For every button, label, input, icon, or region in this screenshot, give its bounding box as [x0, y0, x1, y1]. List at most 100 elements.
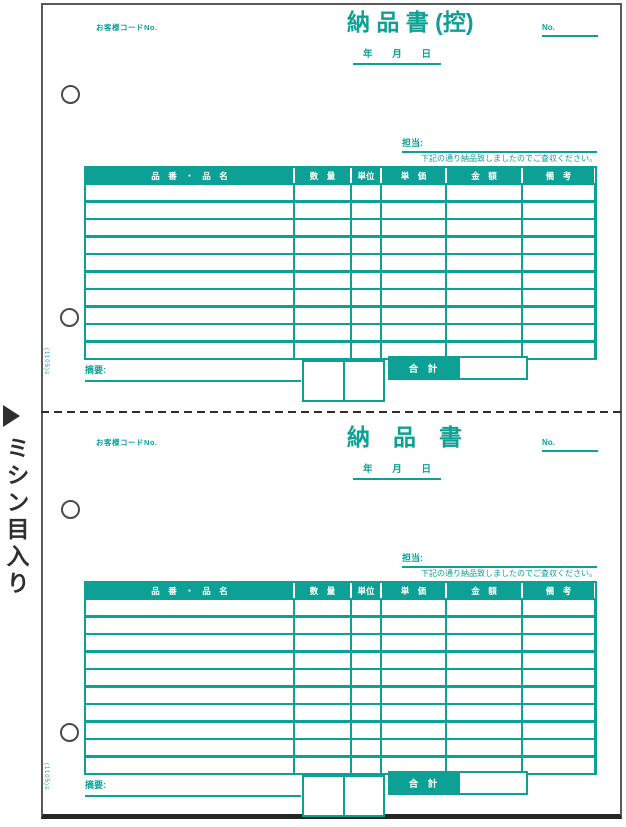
- cell-item-name: [86, 325, 293, 340]
- cell-amount: [447, 307, 521, 323]
- cell-amount: [447, 740, 521, 755]
- cell-amount: [447, 722, 521, 738]
- table-body: [86, 183, 595, 358]
- day-label: 日: [421, 464, 431, 475]
- cell-remarks: [523, 290, 594, 305]
- column-quantity: 数 量: [295, 583, 350, 598]
- cell-remarks: [523, 652, 594, 668]
- cell-quantity: [295, 185, 350, 200]
- column-remarks: 備 考: [523, 168, 594, 183]
- day-label: 日: [421, 49, 431, 60]
- table-row: [86, 740, 595, 755]
- stamp-cell: [304, 777, 343, 815]
- cell-remarks: [523, 272, 594, 288]
- table-row: [86, 342, 595, 358]
- cell-unit: [352, 342, 380, 358]
- month-label: 月: [392, 49, 402, 60]
- table-row: [86, 687, 595, 703]
- column-unit: 単位: [352, 583, 380, 598]
- punch-hole: [60, 308, 79, 327]
- cell-unit-price: [382, 687, 445, 703]
- cell-item-name: [86, 185, 293, 200]
- stamp-cell: [342, 777, 384, 815]
- total-label: 合 計: [388, 356, 458, 380]
- cell-unit: [352, 740, 380, 755]
- cell-unit: [352, 307, 380, 323]
- cell-amount: [447, 272, 521, 288]
- cell-amount: [447, 220, 521, 235]
- cell-quantity: [295, 290, 350, 305]
- slip-number-field: No.: [542, 438, 598, 452]
- table-row: [86, 600, 595, 615]
- cell-amount: [447, 202, 521, 218]
- cell-amount: [447, 687, 521, 703]
- cell-quantity: [295, 757, 350, 773]
- cell-item-name: [86, 255, 293, 270]
- cell-unit-price: [382, 670, 445, 685]
- stamp-box: [302, 775, 385, 817]
- cell-quantity: [295, 722, 350, 738]
- table-row: [86, 757, 595, 773]
- punch-hole: [61, 500, 80, 519]
- table-row: [86, 255, 595, 270]
- cell-unit-price: [382, 290, 445, 305]
- cell-unit-price: [382, 600, 445, 615]
- column-item-name: 品 番 ・ 品 名: [86, 583, 293, 598]
- cell-unit-price: [382, 342, 445, 358]
- cell-amount: [447, 255, 521, 270]
- cell-item-name: [86, 670, 293, 685]
- summary-field: 摘要:: [85, 778, 301, 797]
- cell-amount: [447, 705, 521, 720]
- cell-unit: [352, 600, 380, 615]
- cell-unit-price: [382, 202, 445, 218]
- form-title: 納 品 書 (控): [347, 9, 474, 35]
- cell-item-name: [86, 342, 293, 358]
- items-table: 品 番 ・ 品 名 数 量 単位 単 価 金 額 備 考: [84, 581, 597, 775]
- cell-amount: [447, 237, 521, 253]
- cell-amount: [447, 635, 521, 650]
- cell-quantity: [295, 325, 350, 340]
- cell-remarks: [523, 705, 594, 720]
- cell-remarks: [523, 237, 594, 253]
- total-amount-box: [458, 356, 528, 380]
- cell-unit: [352, 237, 380, 253]
- cell-unit: [352, 185, 380, 200]
- cell-quantity: [295, 617, 350, 633]
- table-row: [86, 635, 595, 650]
- cell-item-name: [86, 687, 293, 703]
- cell-item-name: [86, 757, 293, 773]
- cell-remarks: [523, 185, 594, 200]
- delivery-slip: お客様コードNo. 納 品 書 No. 年 月 日 担当: 下記の通り納品致しま…: [41, 418, 622, 827]
- column-quantity: 数 量: [295, 168, 350, 183]
- cell-quantity: [295, 202, 350, 218]
- cell-amount: [447, 617, 521, 633]
- cell-unit-price: [382, 757, 445, 773]
- cell-unit-price: [382, 185, 445, 200]
- cell-quantity: [295, 705, 350, 720]
- cell-unit-price: [382, 722, 445, 738]
- cell-remarks: [523, 635, 594, 650]
- cell-unit-price: [382, 325, 445, 340]
- cell-remarks: [523, 325, 594, 340]
- cell-item-name: [86, 220, 293, 235]
- table-row: [86, 220, 595, 235]
- table-row: [86, 325, 595, 340]
- cell-item-name: [86, 617, 293, 633]
- items-table: 品 番 ・ 品 名 数 量 単位 単 価 金 額 備 考: [84, 166, 597, 360]
- cell-quantity: [295, 740, 350, 755]
- cell-unit-price: [382, 272, 445, 288]
- cell-remarks: [523, 740, 594, 755]
- perforation-dashed-line: [41, 411, 622, 413]
- table-row: [86, 202, 595, 218]
- perforation-note: ミシン目入り: [3, 436, 29, 598]
- cell-quantity: [295, 307, 350, 323]
- cell-remarks: [523, 255, 594, 270]
- customer-code-label: お客様コードNo.: [96, 438, 158, 447]
- cell-unit-price: [382, 635, 445, 650]
- cell-item-name: [86, 705, 293, 720]
- table-header: 品 番 ・ 品 名 数 量 単位 単 価 金 額 備 考: [86, 168, 595, 183]
- cell-item-name: [86, 307, 293, 323]
- cell-unit: [352, 670, 380, 685]
- table-row: [86, 237, 595, 253]
